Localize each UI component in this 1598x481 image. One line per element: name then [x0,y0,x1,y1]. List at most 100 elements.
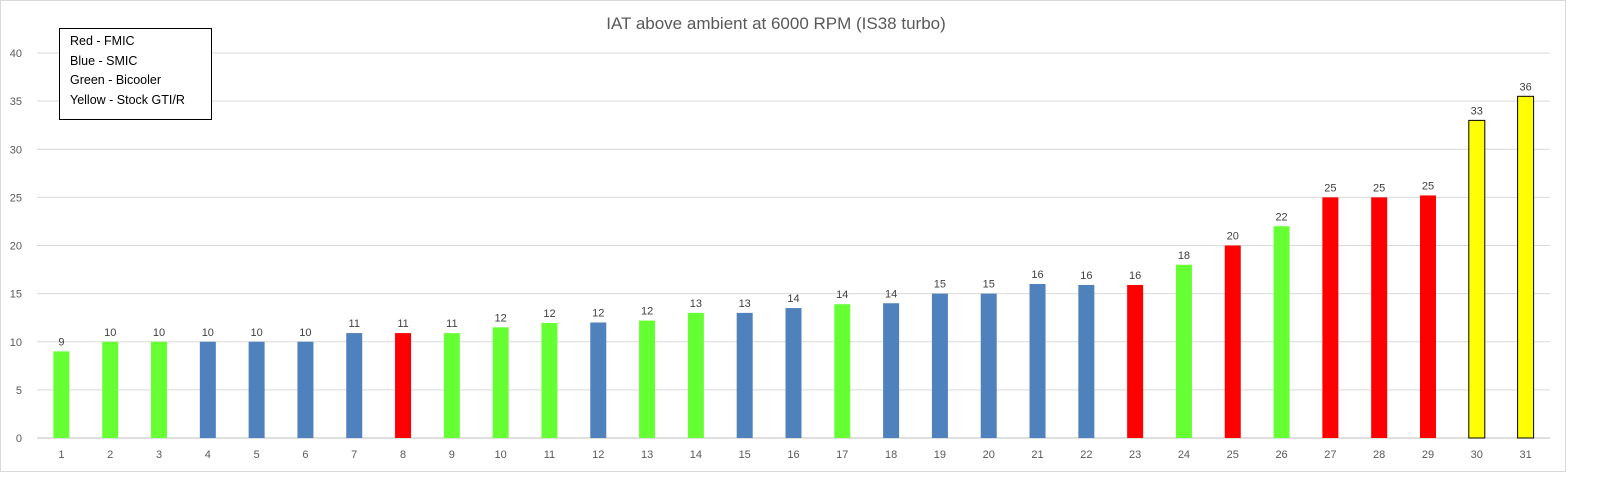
bar [639,320,656,438]
y-tick-label: 20 [10,241,22,253]
bar [1127,284,1144,438]
x-tick-label: 27 [1324,449,1336,461]
x-tick-label: 15 [739,449,751,461]
x-tick-label: 17 [836,449,848,461]
x-tick-label: 10 [495,449,507,461]
y-tick-label: 30 [10,144,22,156]
data-label: 12 [495,312,507,324]
bar [1175,264,1192,438]
data-label: 11 [349,318,360,330]
y-tick-label: 0 [16,433,22,445]
x-tick-label: 26 [1275,449,1287,461]
bar [687,312,704,438]
data-label: 14 [836,289,848,301]
data-label: 9 [58,336,64,348]
data-label: 12 [543,308,555,320]
bar [1322,197,1339,438]
bar [1468,119,1486,439]
y-tick-label: 5 [16,385,22,397]
bar [443,333,460,438]
data-label: 20 [1227,231,1239,243]
x-tick-label: 31 [1519,449,1531,461]
data-label: 14 [885,288,897,300]
legend-entry-red: Red - FMIC [70,34,135,48]
data-label: 11 [397,318,408,330]
data-label: 25 [1324,182,1336,194]
data-label: 14 [787,293,799,305]
data-label: 12 [592,308,604,320]
x-tick-label: 23 [1129,449,1141,461]
y-tick-label: 15 [10,289,22,301]
legend: Red - FMIC Blue - SMIC Green - Bicooler … [59,28,212,120]
x-tick-label: 24 [1178,449,1190,461]
x-tick-label: 9 [449,449,455,461]
y-tick-label: 10 [10,337,22,349]
x-tick-label: 16 [787,449,799,461]
x-tick-label: 21 [1031,449,1043,461]
bar [297,341,314,438]
x-tick-label: 22 [1080,449,1092,461]
data-label: 11 [446,318,457,330]
bar [199,341,216,438]
x-tick-label: 14 [690,449,702,461]
legend-entry-yellow: Yellow - Stock GTI/R [70,92,185,107]
x-tick-label: 19 [934,449,946,461]
bar [151,341,168,438]
x-tick-label: 30 [1471,449,1483,461]
x-tick-label: 5 [254,449,260,461]
data-label: 25 [1373,182,1385,194]
x-tick-label: 7 [351,449,357,461]
y-tick-label: 40 [10,48,22,60]
data-label: 18 [1178,250,1190,262]
x-tick-label: 12 [592,449,604,461]
y-tick-label: 35 [10,96,22,108]
bar [883,303,900,438]
data-label: 15 [983,279,995,291]
x-tick-label: 3 [156,449,162,461]
x-tick-label: 18 [885,449,897,461]
bar [736,312,753,438]
bar [248,341,265,438]
bar [1517,95,1535,439]
x-tick-label: 25 [1227,449,1239,461]
bar [590,322,607,438]
bar [492,327,509,438]
bar [785,308,802,438]
bar [980,293,997,438]
data-label: 10 [202,327,214,339]
bar [1371,197,1388,438]
bar [931,293,948,438]
bar [834,304,851,438]
bar [102,341,119,438]
data-label: 13 [690,298,702,310]
x-tick-label: 13 [641,449,653,461]
y-tick-label: 25 [10,192,22,204]
bar [541,322,558,438]
x-tick-label: 20 [983,449,995,461]
data-label: 25 [1422,180,1434,192]
data-label: 22 [1275,211,1287,223]
bar [1273,226,1290,438]
bar [1224,245,1241,438]
bar [395,333,412,438]
data-label: 12 [641,306,653,318]
data-label: 10 [153,327,165,339]
data-label: 10 [251,327,263,339]
x-tick-label: 4 [205,449,211,461]
bar [1419,195,1436,438]
data-label: 16 [1080,270,1092,282]
legend-entry-green: Green - Bicooler [70,73,162,87]
data-label: 16 [1031,269,1043,281]
x-tick-label: 8 [400,449,406,461]
data-label: 10 [104,327,116,339]
x-tick-label: 28 [1373,449,1385,461]
bar [346,333,363,438]
bar [53,351,70,438]
data-label: 10 [299,327,311,339]
data-label: 16 [1129,270,1141,282]
x-tick-label: 29 [1422,449,1434,461]
x-tick-label: 1 [58,449,64,461]
chart-title: IAT above ambient at 6000 RPM (IS38 turb… [606,14,946,33]
data-label: 36 [1519,81,1531,93]
